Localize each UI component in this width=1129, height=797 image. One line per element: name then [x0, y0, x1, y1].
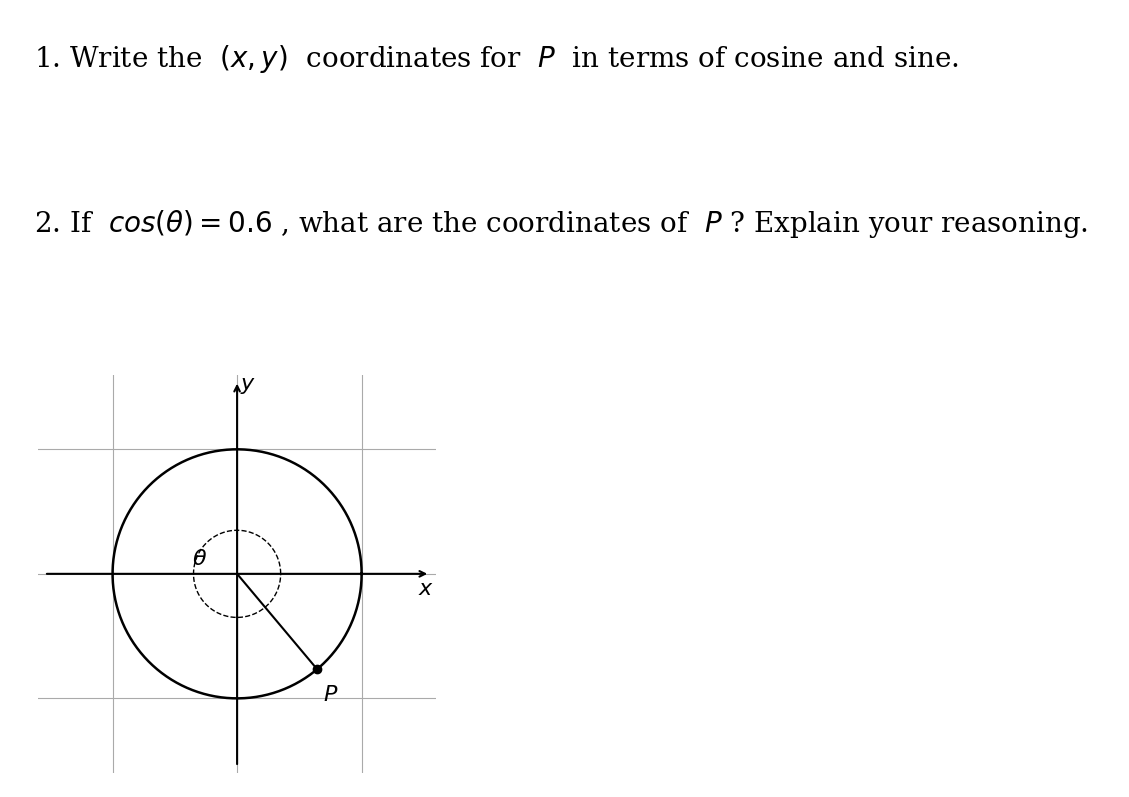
- Text: $P$: $P$: [323, 684, 339, 706]
- Text: $y$: $y$: [240, 374, 256, 395]
- Text: $x$: $x$: [419, 578, 435, 600]
- Text: 2. If  $\mathit{cos}(\theta) = 0.6$ , what are the coordinates of  $P$ ? Explain: 2. If $\mathit{cos}(\theta) = 0.6$ , wha…: [34, 208, 1088, 240]
- Text: 1. Write the  $(x, y)$  coordinates for  $P$  in terms of cosine and sine.: 1. Write the $(x, y)$ coordinates for $P…: [34, 43, 959, 75]
- Text: $\theta$: $\theta$: [192, 548, 208, 570]
